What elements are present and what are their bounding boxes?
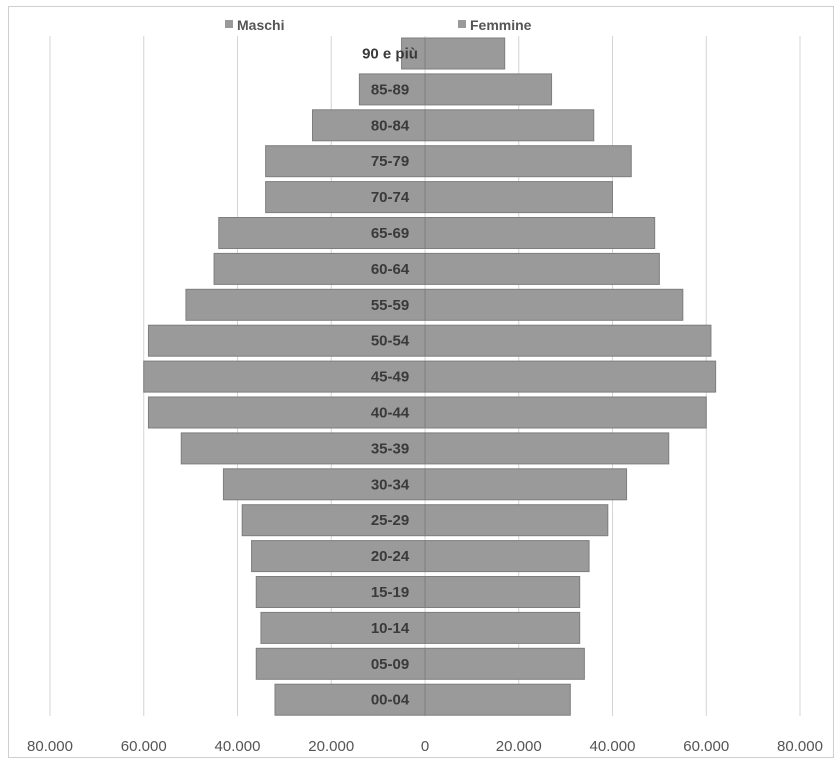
bar-femmine-20-24: [424, 540, 590, 573]
legend-swatch-femmine: [458, 20, 466, 28]
x-tick-label-1: 60.000: [121, 738, 167, 755]
age-label-35-39: 35-39: [371, 440, 409, 457]
bar-maschi-85-89: [358, 73, 426, 106]
bar-femmine-00-04: [424, 683, 571, 716]
age-label-60-64: 60-64: [371, 261, 410, 278]
bar-femmine-65-69: [424, 217, 656, 249]
x-axis-ticks: 80.000 60.000 40.000 20.000 0 20.000 40.000 60.…: [27, 738, 823, 755]
bar-femmine-75-79: [424, 145, 632, 178]
age-label-00-04: 00-04: [371, 692, 410, 709]
age-label-55-59: 55-59: [371, 297, 409, 314]
age-label-40-44: 40-44: [371, 405, 410, 422]
age-label-30-34: 30-34: [371, 476, 410, 493]
bar-maschi-50-54: [147, 324, 426, 357]
age-label-85-89: 85-89: [371, 81, 409, 98]
bar-maschi-45-49: [143, 360, 426, 393]
bars: [143, 37, 717, 716]
age-label-05-09: 05-09: [371, 656, 409, 673]
bar-maschi-25-29: [241, 504, 426, 537]
age-label-75-79: 75-79: [371, 153, 409, 170]
bar-maschi-65-69: [218, 217, 426, 249]
bar-femmine-45-49: [424, 360, 717, 393]
bar-femmine-30-34: [424, 468, 628, 501]
age-label-65-69: 65-69: [371, 225, 409, 242]
age-label-70-74: 70-74: [371, 189, 410, 206]
x-tick-label-5: 20.000: [496, 738, 542, 755]
bar-maschi-35-39: [180, 432, 426, 465]
age-label-25-29: 25-29: [371, 512, 409, 529]
legend-swatch-maschi: [225, 20, 233, 28]
bar-femmine-90-e-più: [424, 37, 506, 70]
age-label-10-14: 10-14: [371, 620, 410, 637]
bar-femmine-80-84: [424, 109, 595, 142]
bar-femmine-10-14: [424, 611, 581, 644]
bar-maschi-20-24: [251, 540, 426, 573]
bar-maschi-30-34: [222, 468, 426, 501]
bar-maschi-10-14: [260, 611, 426, 644]
x-tick-label-7: 60.000: [683, 738, 729, 755]
bar-maschi-60-64: [213, 252, 426, 285]
bar-femmine-70-74: [424, 181, 613, 214]
bar-femmine-35-39: [424, 432, 670, 465]
legend-label-femmine: Femmine: [470, 17, 532, 33]
x-tick-label-4: 0: [421, 738, 429, 755]
bar-maschi-80-84: [312, 109, 426, 142]
bar-femmine-05-09: [424, 647, 585, 680]
bar-femmine-55-59: [424, 288, 684, 321]
bar-maschi-05-09: [255, 647, 426, 680]
legend: Maschi Femmine: [225, 17, 532, 33]
age-label-50-54: 50-54: [371, 333, 410, 350]
bar-maschi-70-74: [265, 181, 426, 214]
x-tick-label-2: 40.000: [215, 738, 261, 755]
age-label-80-84: 80-84: [371, 117, 410, 134]
bar-maschi-75-79: [265, 145, 426, 178]
bar-femmine-40-44: [424, 396, 707, 429]
bar-maschi-40-44: [147, 396, 426, 429]
bar-femmine-85-89: [424, 73, 553, 106]
age-label-20-24: 20-24: [371, 548, 410, 565]
bar-femmine-15-19: [424, 576, 581, 608]
age-label-15-19: 15-19: [371, 584, 409, 601]
x-tick-label-8: 80.000: [777, 738, 823, 755]
bar-femmine-50-54: [424, 324, 712, 357]
age-label-45-49: 45-49: [371, 369, 409, 386]
bar-femmine-25-29: [424, 504, 609, 537]
bar-maschi-15-19: [255, 576, 426, 608]
x-tick-label-3: 20.000: [308, 738, 354, 755]
age-labels: 90 e più 85-89 80-84 75-79 70-74 65-69 60-64 55…: [362, 46, 418, 709]
legend-label-maschi: Maschi: [237, 17, 284, 33]
age-label-90-e-più: 90 e più: [362, 46, 418, 63]
bar-femmine-60-64: [424, 252, 660, 285]
x-tick-label-0: 80.000: [27, 738, 73, 755]
x-tick-label-6: 40.000: [590, 738, 636, 755]
